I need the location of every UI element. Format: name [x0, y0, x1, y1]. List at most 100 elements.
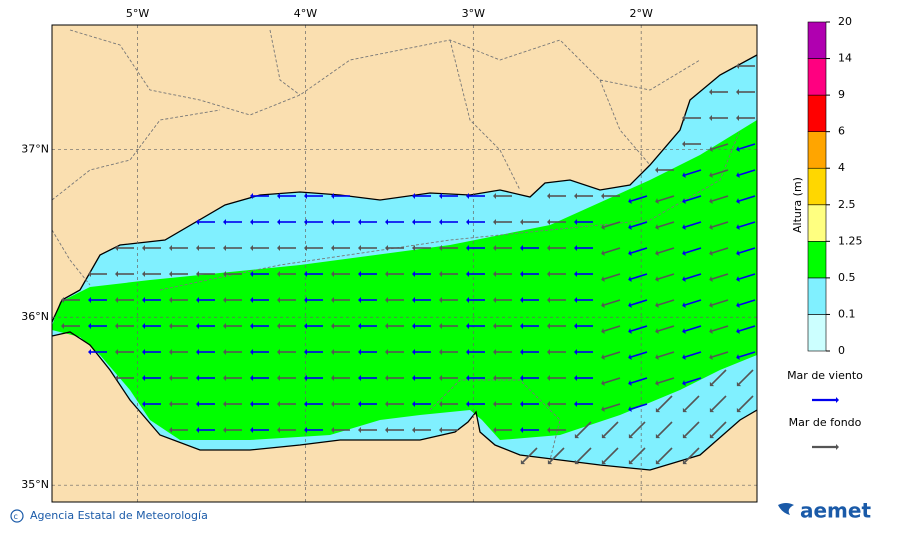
footer-credit: Agencia Estatal de Meteorología — [30, 509, 208, 522]
arrow-shaft — [630, 325, 648, 332]
arrow-head — [331, 193, 334, 199]
arrow-head — [277, 349, 280, 355]
arrow-shaft — [657, 325, 675, 332]
arrow-head — [709, 198, 713, 204]
arrow-shaft — [603, 299, 621, 306]
arrow-shaft — [738, 169, 756, 176]
arrow-head — [493, 193, 496, 199]
arrow-head — [709, 354, 713, 360]
arrow-head — [736, 115, 739, 121]
arrow-head — [412, 375, 415, 381]
arrow-shaft — [738, 351, 756, 358]
arrow-head — [412, 219, 415, 225]
arrow-head — [439, 427, 442, 433]
arrow-shaft — [711, 195, 729, 202]
arrow-head — [223, 245, 226, 251]
arrow-head — [736, 328, 740, 334]
logo: aemet — [800, 499, 871, 523]
arrow-head — [142, 271, 145, 277]
arrow-head — [88, 297, 91, 303]
arrow-head — [223, 323, 226, 329]
arrow-shaft — [630, 351, 648, 358]
arrow-head — [277, 375, 280, 381]
arrow-head — [709, 302, 713, 308]
arrow-shaft — [711, 421, 727, 437]
arrow-head — [655, 354, 659, 360]
arrow-head — [520, 401, 523, 407]
arrow-head — [304, 427, 307, 433]
arrow-head — [250, 245, 253, 251]
arrow-head — [655, 407, 661, 413]
arrow-head — [493, 219, 496, 225]
colorbar-label: 0.1 — [838, 307, 856, 320]
arrow-head — [196, 401, 199, 407]
arrow-shaft — [657, 377, 675, 384]
arrow-head — [169, 297, 172, 303]
arrow-head — [682, 354, 686, 360]
colorbar-band — [807, 131, 827, 169]
colorbar-band — [807, 204, 827, 242]
arrow-head — [601, 302, 605, 308]
arrow-head — [574, 433, 580, 439]
colorbar-band — [807, 21, 827, 59]
arrow-head — [655, 167, 658, 173]
arrow-head — [412, 427, 415, 433]
arrow-head — [601, 328, 605, 334]
arrow-head — [142, 401, 145, 407]
arrow-head — [466, 375, 469, 381]
arrow-head — [412, 349, 415, 355]
arrow-head — [682, 224, 686, 230]
arrow-head — [709, 89, 712, 95]
arrow-head — [358, 323, 361, 329]
arrow-shaft — [603, 325, 621, 332]
arrow-shaft — [738, 325, 756, 332]
arrow-shaft — [711, 325, 729, 332]
arrow-head — [709, 433, 715, 439]
lat-tick-label: 37°N — [21, 142, 49, 155]
arrow-head — [601, 193, 604, 199]
arrow-head — [466, 245, 469, 251]
arrow-head — [709, 276, 713, 282]
arrow-head — [682, 328, 686, 334]
arrow-head — [196, 427, 199, 433]
arrow-head — [574, 349, 577, 355]
copyright-icon — [10, 509, 24, 523]
graticule — [52, 25, 757, 502]
arrow-shaft — [684, 395, 700, 411]
arrow-head — [250, 401, 253, 407]
arrow-head — [655, 276, 659, 282]
arrow-shaft — [684, 221, 702, 228]
arrow-shaft — [657, 421, 673, 437]
lon-tick-label: 4°W — [294, 7, 317, 20]
arrow-head — [601, 433, 607, 439]
arrow-shaft — [549, 447, 565, 463]
arrow-shaft — [684, 377, 702, 384]
arrow-head — [331, 245, 334, 251]
arrow-head — [736, 250, 740, 256]
arrow-head — [601, 276, 605, 282]
arrow-shaft — [738, 273, 756, 280]
arrow-shaft — [630, 447, 646, 463]
arrow-head — [682, 459, 688, 465]
arrow-shaft — [603, 351, 621, 358]
arrow-head — [385, 401, 388, 407]
arrow-head — [439, 401, 442, 407]
arrow-shaft — [711, 221, 729, 228]
arrow-shaft — [603, 377, 621, 384]
arrow-shaft — [657, 447, 673, 463]
arrow-head — [196, 245, 199, 251]
arrow-shaft — [576, 421, 592, 437]
arrow-head — [250, 375, 253, 381]
colorbar-label: 4 — [838, 161, 845, 174]
arrow-head — [493, 297, 496, 303]
arrow-head — [628, 433, 634, 439]
arrow-head — [682, 380, 686, 386]
arrow-shaft — [738, 247, 756, 254]
arrow-head — [628, 198, 632, 204]
arrow-head — [88, 323, 91, 329]
arrow-head — [196, 375, 199, 381]
arrow-head — [466, 219, 469, 225]
arrow-shaft — [630, 221, 648, 228]
arrow-head — [250, 193, 253, 199]
admin-border — [52, 29, 741, 461]
